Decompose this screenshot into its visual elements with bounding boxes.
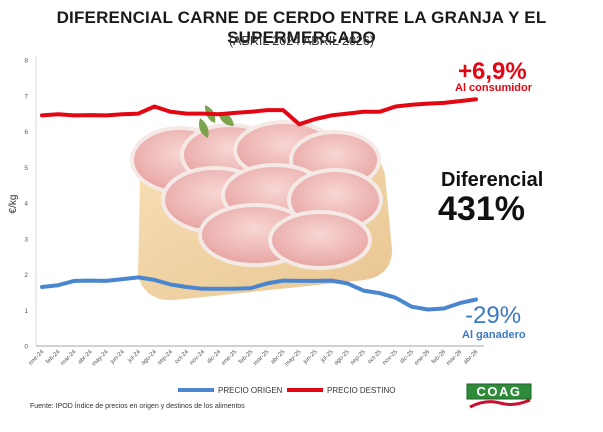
y-tick-label: 2 — [24, 272, 28, 279]
consumer-change-label: Al consumidor — [455, 82, 533, 94]
y-axis-label: €/kg — [8, 195, 19, 214]
x-tick-label: mar-25 — [253, 349, 271, 367]
x-tick-label: jun-25 — [302, 349, 319, 366]
y-axis-ticks: 0 1 2 3 4 5 6 7 8 — [24, 58, 28, 351]
farmer-change-value: -29% — [465, 302, 522, 329]
x-tick-label: ene-25 — [221, 349, 239, 367]
series-line-origin — [40, 275, 478, 312]
legend-item-origin: PRECIO ORIGEN — [178, 383, 282, 397]
differential-value: 431% — [438, 190, 525, 228]
x-tick-label: nov-24 — [189, 349, 207, 367]
y-tick-label: 1 — [24, 308, 28, 315]
y-tick-label: 3 — [24, 236, 28, 243]
y-tick-label: 8 — [24, 58, 28, 65]
x-tick-label: sep-25 — [350, 349, 368, 367]
y-tick-label: 6 — [24, 129, 28, 136]
x-tick-label: mar-26 — [446, 349, 464, 367]
x-tick-label: may-24 — [91, 349, 110, 368]
series-line-destination — [40, 97, 478, 127]
chart-axes — [35, 56, 484, 347]
x-tick-label: oct-24 — [174, 349, 191, 366]
x-tick-label: ago-25 — [333, 349, 351, 367]
legend-item-destination: PRECIO DESTINO — [287, 383, 395, 397]
farmer-change-label: Al ganadero — [462, 329, 526, 341]
y-tick-label: 7 — [24, 93, 28, 100]
x-tick-label: ene-24 — [28, 349, 46, 367]
x-tick-label: ago-24 — [140, 349, 158, 367]
y-tick-label: 0 — [24, 344, 28, 351]
consumer-change-value: +6,9% — [458, 58, 527, 85]
source-note: Fuente: IPOD Índice de precios en origen… — [30, 403, 245, 410]
chart-series — [40, 97, 478, 312]
chart-title: DIFERENCIAL CARNE DE CERDO ENTRE LA GRAN… — [56, 8, 547, 47]
pork-chops-image — [130, 105, 392, 301]
legend-label-origin: PRECIO ORIGEN — [218, 385, 283, 395]
y-tick-label: 5 — [24, 165, 28, 172]
x-tick-label: mar-24 — [60, 349, 78, 367]
legend-swatch-origin — [178, 388, 214, 392]
coag-logo: COAG — [466, 383, 532, 409]
x-tick-label: jun-24 — [109, 349, 126, 366]
x-tick-label: may-25 — [284, 349, 303, 368]
differential-label: Diferencial — [441, 169, 544, 191]
x-tick-label: nov-25 — [382, 349, 400, 367]
x-tick-label: sep-24 — [157, 349, 175, 367]
coag-logo-text: COAG — [477, 384, 522, 399]
chart-subtitle: (ABRIL 2024 ABRIL 2026) — [229, 34, 374, 48]
x-tick-label: abr-26 — [463, 349, 480, 366]
legend-swatch-destination — [287, 388, 323, 392]
y-tick-label: 4 — [24, 201, 28, 208]
x-tick-label: ene-26 — [414, 349, 432, 367]
legend-label-destination: PRECIO DESTINO — [327, 385, 396, 395]
x-tick-label: oct-25 — [367, 349, 384, 366]
